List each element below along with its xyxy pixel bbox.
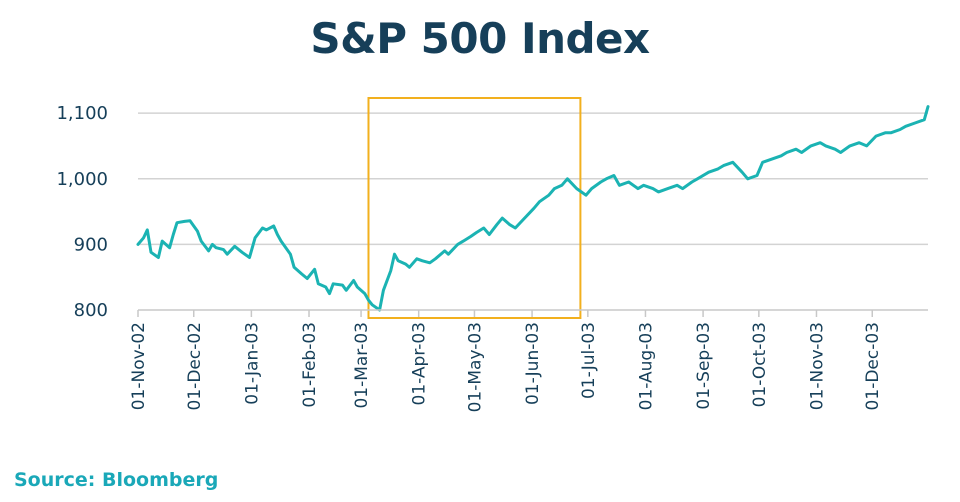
y-tick-label: 900 — [74, 234, 108, 255]
x-tick-label: 01-Apr-03 — [410, 322, 430, 405]
x-tick-label: 01-Sep-03 — [694, 322, 714, 410]
x-tick-label: 01-Dec-02 — [185, 322, 205, 410]
x-tick-label: 01-Jun-03 — [523, 322, 543, 405]
x-tick-label: 01-Mar-03 — [352, 322, 372, 409]
gridlines — [138, 112, 928, 246]
y-tick-label: 1,000 — [56, 169, 108, 190]
x-tick-label: 01-Dec-03 — [863, 322, 883, 410]
source-note: Source: Bloomberg — [14, 469, 219, 491]
x-tick-label: 01-Nov-02 — [129, 322, 149, 410]
x-tick-label: 01-Nov-03 — [807, 322, 827, 410]
chart-title: S&P 500 Index — [310, 14, 650, 63]
x-tick-label: 01-Jan-03 — [242, 322, 262, 405]
x-tick-label: 01-Oct-03 — [750, 322, 770, 407]
x-tick-label: 01-Jul-03 — [579, 322, 599, 399]
series-line-group — [136, 105, 930, 312]
highlight-rect — [367, 97, 582, 319]
x-axis: 01-Nov-02 01-Dec-02 01-Jan-03 01-Feb-03 01-M… — [129, 309, 928, 412]
x-tick-label: 01-Feb-03 — [300, 322, 320, 408]
y-tick-label: 1,100 — [56, 103, 108, 124]
highlight-box — [367, 97, 582, 319]
x-tick-label: 01-Aug-03 — [636, 322, 656, 410]
series-line — [136, 105, 930, 312]
y-axis: 800 900 1,000 1,100 — [56, 103, 108, 321]
x-tick-label: 01-May-03 — [465, 322, 485, 412]
y-tick-label: 800 — [74, 300, 108, 321]
